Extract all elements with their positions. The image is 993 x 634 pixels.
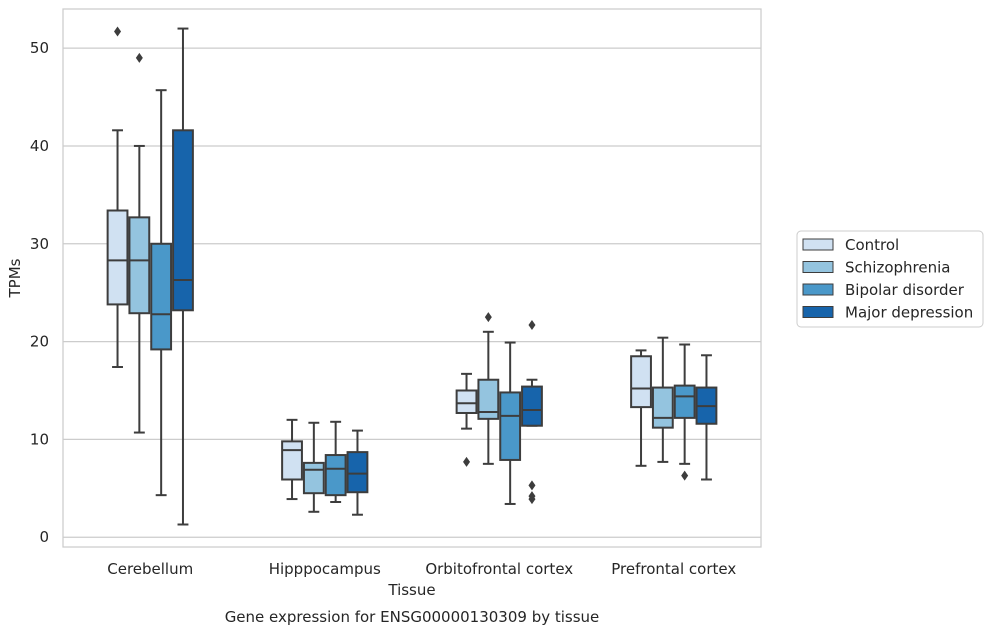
box-plot-box bbox=[172, 27, 194, 526]
y-axis-label: TPMs bbox=[6, 258, 24, 298]
legend: Control Schizophrenia Bipolar disorder Majo… bbox=[796, 230, 984, 328]
box-iqr bbox=[172, 129, 194, 312]
outlier-point bbox=[528, 319, 536, 330]
box-plot-box bbox=[106, 26, 129, 369]
box-iqr bbox=[150, 242, 173, 351]
x-tick-label: Cerebellum bbox=[107, 560, 193, 578]
legend-label: Bipolar disorder bbox=[845, 281, 965, 299]
box-plot-box bbox=[499, 341, 522, 505]
x-tick-label: Orbitofrontal cortex bbox=[425, 560, 573, 578]
y-tick-label: 10 bbox=[30, 430, 49, 448]
box-plot-box bbox=[324, 420, 347, 504]
legend-item: Major depression bbox=[802, 304, 973, 322]
box-iqr bbox=[302, 461, 325, 495]
y-tick-label: 50 bbox=[30, 39, 49, 57]
box-plot-box bbox=[455, 372, 478, 467]
y-tick-label: 0 bbox=[39, 528, 49, 546]
legend-swatch bbox=[802, 261, 834, 273]
legend-label: Major depression bbox=[845, 304, 973, 322]
outlier-point bbox=[135, 52, 143, 63]
plot-area-frame bbox=[62, 8, 762, 548]
box-iqr bbox=[455, 389, 478, 414]
box-plot-box bbox=[281, 418, 303, 501]
box-iqr bbox=[673, 384, 696, 419]
box-iqr bbox=[128, 216, 151, 315]
x-tick-label: Prefrontal cortex bbox=[611, 560, 736, 578]
legend-swatch bbox=[802, 238, 834, 251]
box-iqr bbox=[521, 385, 543, 427]
legend-item: Schizophrenia bbox=[802, 259, 950, 277]
outlier-point bbox=[528, 480, 536, 491]
outlier-point bbox=[681, 470, 689, 481]
x-tick-label: Hipppocampus bbox=[269, 560, 381, 578]
box-plot-box bbox=[630, 349, 652, 467]
legend-swatch bbox=[802, 283, 834, 296]
box-plot-box bbox=[302, 421, 325, 513]
chart-caption: Gene expression for ENSG00000130309 by t… bbox=[225, 608, 600, 626]
box-plot-box bbox=[346, 429, 369, 516]
outlier-point bbox=[114, 26, 122, 37]
box-iqr bbox=[499, 391, 522, 461]
y-tick-label: 20 bbox=[30, 333, 49, 351]
box-iqr bbox=[477, 378, 500, 420]
box-plot-box bbox=[651, 336, 674, 463]
legend-label: Schizophrenia bbox=[845, 259, 950, 277]
box-iqr bbox=[651, 386, 674, 429]
y-tick-label: 30 bbox=[30, 235, 49, 253]
outlier-point bbox=[484, 312, 492, 323]
box-plot-box bbox=[477, 312, 500, 465]
box-iqr bbox=[630, 355, 652, 409]
box-plot-box bbox=[673, 343, 696, 481]
box-iqr bbox=[324, 454, 347, 497]
box-iqr bbox=[346, 451, 369, 494]
legend-item: Control bbox=[802, 236, 899, 254]
box-iqr bbox=[106, 209, 129, 306]
legend-item: Bipolar disorder bbox=[802, 281, 965, 299]
box-plot-box bbox=[695, 354, 718, 481]
y-tick-labels: 0 10 20 30 40 50 bbox=[30, 39, 49, 546]
boxes bbox=[106, 26, 718, 526]
box-iqr bbox=[281, 440, 303, 481]
box-plot-box bbox=[521, 319, 543, 505]
y-tick-label: 40 bbox=[30, 137, 49, 155]
outlier-point bbox=[463, 456, 471, 467]
legend-swatch bbox=[802, 306, 834, 318]
legend-label: Control bbox=[845, 236, 899, 254]
box-plot-box bbox=[150, 89, 173, 497]
x-axis-label: Tissue bbox=[387, 581, 435, 599]
box-plot-box bbox=[128, 52, 151, 434]
outlier-point bbox=[528, 494, 536, 505]
legend-frame bbox=[796, 230, 984, 328]
x-tick-labels: Cerebellum Hipppocampus Orbitofrontal cort… bbox=[107, 560, 736, 578]
